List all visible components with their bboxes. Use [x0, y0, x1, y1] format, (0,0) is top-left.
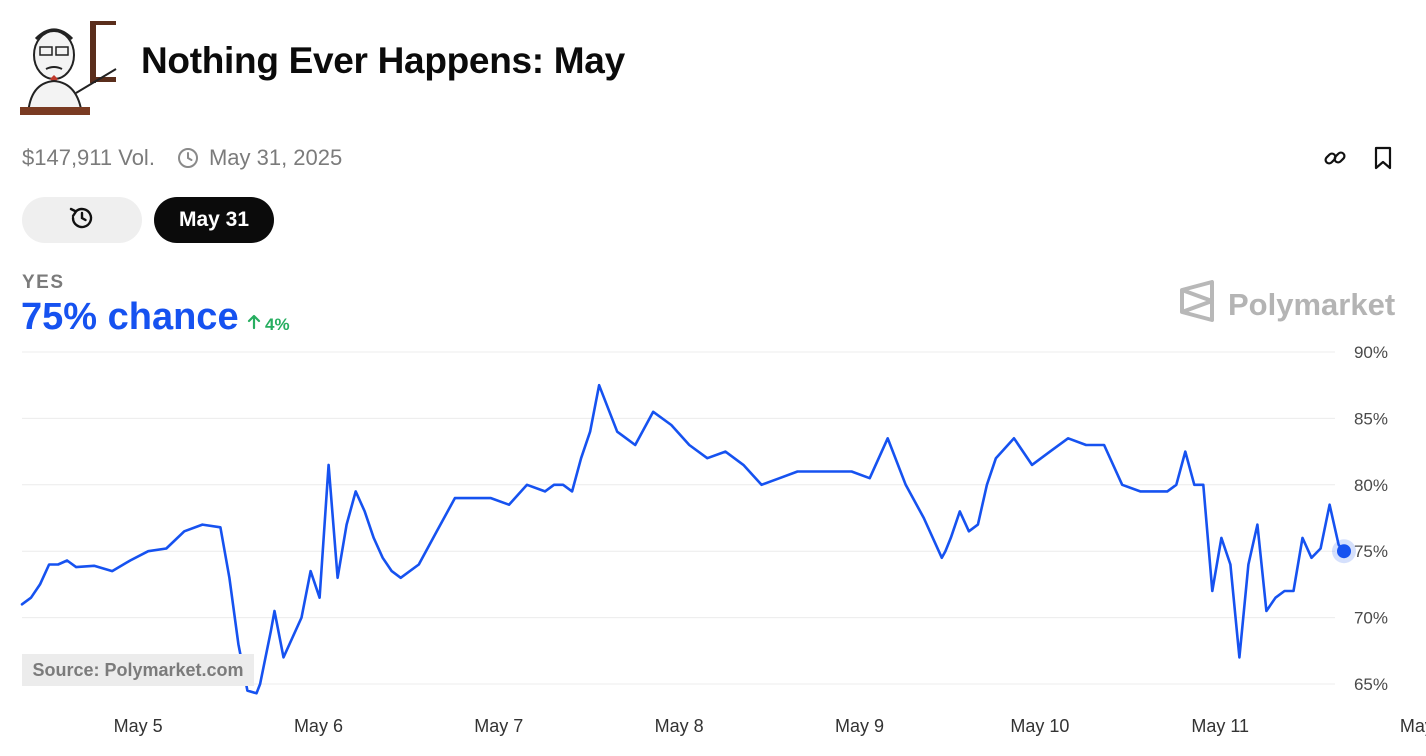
- source-label: Source: Polymarket.com: [22, 654, 254, 686]
- chance-value: 75% chance: [21, 296, 239, 338]
- current-point: [1337, 544, 1351, 559]
- series-line: [20, 383, 1346, 695]
- y-tick-label: 75%: [1354, 542, 1388, 561]
- probability-chart: 65% 70% 75% 80% 85% 90% May 5 May 6 May 7 May 8 M…: [20, 343, 1426, 736]
- x-tick-label: May 7: [474, 716, 523, 736]
- outcome-label: YES: [22, 272, 65, 293]
- history-button[interactable]: [22, 197, 142, 243]
- y-tick-label: 85%: [1354, 409, 1388, 428]
- arrow-up-icon: [247, 314, 261, 335]
- market-meta: $147,911 Vol. May 31, 2025: [22, 145, 342, 171]
- y-tick-label: 90%: [1354, 343, 1388, 362]
- page-title: Nothing Ever Happens: May: [141, 40, 625, 81]
- brand-name: Polymarket: [1228, 287, 1396, 322]
- link-icon[interactable]: [1322, 145, 1348, 171]
- y-tick-label: 65%: [1354, 675, 1388, 694]
- x-tick-label: May 10: [1010, 716, 1069, 736]
- x-tick-label: May 11: [1191, 716, 1249, 736]
- x-tick-label: May 9: [835, 716, 884, 736]
- delta-value: 4%: [265, 314, 290, 334]
- x-tick-label: May 6: [294, 716, 343, 736]
- chance-delta: 4%: [247, 314, 290, 335]
- end-date-text: May 31, 2025: [208, 145, 343, 170]
- volume-text: $147,911 Vol.: [22, 145, 155, 170]
- y-tick-label: 80%: [1354, 476, 1388, 495]
- market-logo: [20, 17, 118, 116]
- x-tick-label: May 5: [114, 716, 163, 736]
- bookmark-icon[interactable]: [1370, 145, 1396, 171]
- header-actions: [1322, 145, 1396, 171]
- polymarket-logo-icon: [1178, 280, 1216, 330]
- date-filter-button[interactable]: May 31: [154, 197, 274, 243]
- y-tick-label: 70%: [1354, 609, 1388, 628]
- polymarket-brand: Polymarket: [1178, 280, 1395, 330]
- clock-icon: [177, 147, 199, 169]
- x-tick-label: May 8: [655, 716, 704, 736]
- x-tick-label: May 12: [1400, 716, 1426, 736]
- history-icon: [68, 204, 96, 237]
